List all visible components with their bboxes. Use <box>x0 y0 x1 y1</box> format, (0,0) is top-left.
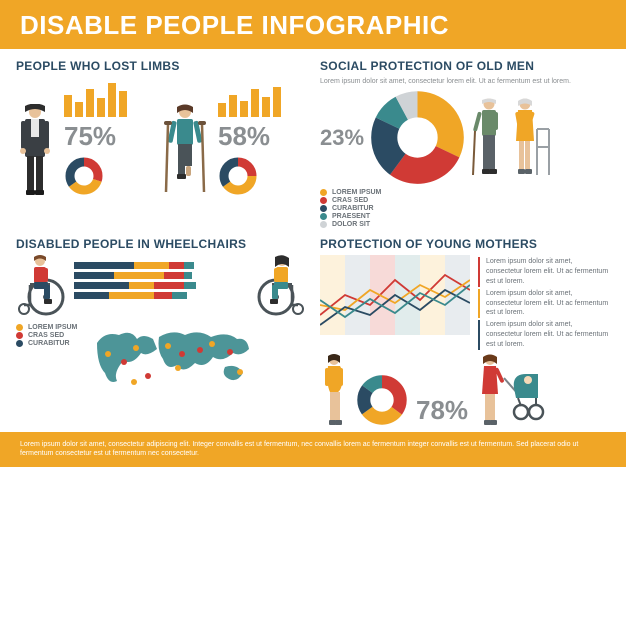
mothers-donut <box>356 374 408 426</box>
lost-limbs-bars-2 <box>218 77 306 117</box>
lost-limbs-donut-1 <box>64 156 104 196</box>
legend-item: CURABITUR <box>16 340 77 347</box>
section-young-mothers: PROTECTION OF YOUNG MOTHERS Lorem ipsum … <box>320 237 610 425</box>
wheelchairs-legend: LOREM IPSUMCRAS SEDCURABITUR <box>16 323 77 348</box>
mothers-linechart <box>320 255 470 335</box>
wheelchairs-title: DISABLED PEOPLE IN WHEELCHAIRS <box>16 237 306 251</box>
hbar-row <box>74 262 248 269</box>
legend-box: Lorem ipsum dolor sit amet, consectetur … <box>478 289 610 318</box>
legend-item: DOLOR SIT <box>320 221 610 228</box>
legend-item: LOREM IPSUM <box>320 189 610 196</box>
legend-item: CRAS SED <box>320 197 610 204</box>
world-map <box>87 323 257 398</box>
legend-item: CRAS SED <box>16 332 77 339</box>
legend-label: CRAS SED <box>28 332 64 339</box>
hbar-row <box>74 272 248 279</box>
lost-limbs-title: PEOPLE WHO LOST LIMBS <box>16 59 306 73</box>
hbar-row <box>74 282 248 289</box>
wheelchairs-hbars <box>74 255 248 302</box>
legend-item: LOREM IPSUM <box>16 324 77 331</box>
social-donut <box>370 90 465 185</box>
social-pct: 23% <box>320 125 364 151</box>
social-legend: LOREM IPSUMCRAS SEDCURABITURPRAESENTDOLO… <box>320 189 610 228</box>
lost-limbs-pct-1: 75% <box>64 121 152 152</box>
social-title: SOCIAL PROTECTION OF OLD MEN <box>320 59 610 73</box>
legend-box: Lorem ipsum dolor sit amet, consectetur … <box>478 320 610 349</box>
legend-dot-icon <box>16 340 23 347</box>
person-elderly-man-icon <box>471 97 505 179</box>
social-lorem: Lorem ipsum dolor sit amet, consectetur … <box>320 77 610 86</box>
mothers-pct: 78% <box>416 395 468 426</box>
person-crutches-icon <box>162 104 208 196</box>
footer-text: Lorem ipsum dolor sit amet, consectetur … <box>20 440 606 460</box>
legend-label: CURABITUR <box>28 340 70 347</box>
mothers-legend-boxes: Lorem ipsum dolor sit amet, consectetur … <box>478 255 610 351</box>
legend-label: CURABITUR <box>332 205 374 212</box>
legend-dot-icon <box>16 324 23 331</box>
legend-item: PRAESENT <box>320 213 610 220</box>
legend-item: CURABITUR <box>320 205 610 212</box>
person-elderly-woman-walker-icon <box>511 97 553 179</box>
legend-label: PRAESENT <box>332 213 370 220</box>
legend-dot-icon <box>320 213 327 220</box>
page-title: DISABLE PEOPLE INFOGRAPHIC <box>20 10 606 41</box>
legend-label: DOLOR SIT <box>332 221 370 228</box>
section-social-protection: SOCIAL PROTECTION OF OLD MEN Lorem ipsum… <box>320 59 610 229</box>
legend-dot-icon <box>16 332 23 339</box>
header-banner: DISABLE PEOPLE INFOGRAPHIC <box>0 0 626 49</box>
legend-box: Lorem ipsum dolor sit amet, consectetur … <box>478 257 610 286</box>
main-grid: PEOPLE WHO LOST LIMBS 75% <box>0 49 626 432</box>
person-mother-stroller-icon <box>476 354 546 426</box>
legend-label: LOREM IPSUM <box>28 324 77 331</box>
hbar-row <box>74 292 248 299</box>
legend-dot-icon <box>320 197 327 204</box>
legend-dot-icon <box>320 205 327 212</box>
lost-limbs-donut-2 <box>218 156 258 196</box>
person-suit-icon <box>16 104 54 196</box>
section-wheelchairs: DISABLED PEOPLE IN WHEELCHAIRS <box>16 237 306 425</box>
lost-limbs-bars-1 <box>64 77 152 117</box>
legend-dot-icon <box>320 221 327 228</box>
mothers-title: PROTECTION OF YOUNG MOTHERS <box>320 237 610 251</box>
legend-label: LOREM IPSUM <box>332 189 381 196</box>
section-lost-limbs: PEOPLE WHO LOST LIMBS 75% <box>16 59 306 229</box>
person-wheelchair-male-icon <box>16 255 66 317</box>
legend-label: CRAS SED <box>332 197 368 204</box>
lost-limbs-pct-2: 58% <box>218 121 306 152</box>
footer-banner: Lorem ipsum dolor sit amet, consectetur … <box>0 432 626 468</box>
person-pregnant-icon <box>320 354 348 426</box>
legend-dot-icon <box>320 189 327 196</box>
person-wheelchair-female-icon <box>256 255 306 317</box>
